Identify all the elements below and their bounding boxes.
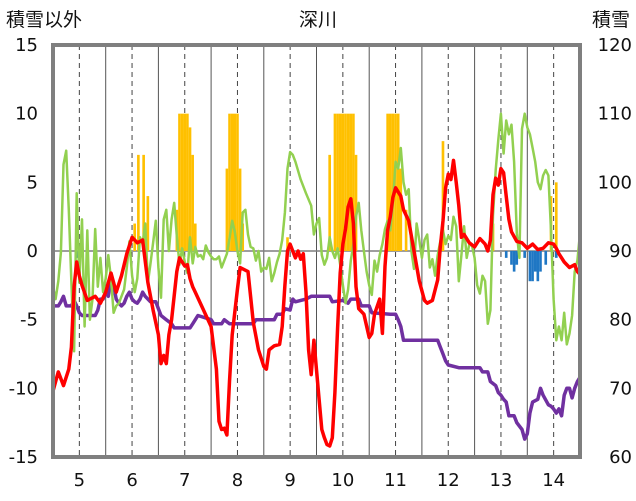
x-tick-label: 11 — [384, 470, 407, 491]
snow-bar — [137, 154, 140, 251]
left-tick-label: -10 — [9, 378, 38, 399]
negative-bar — [539, 251, 542, 272]
snow-bar — [341, 113, 345, 252]
right-tick-label: 90 — [609, 241, 632, 262]
snow-bar — [328, 154, 331, 251]
snow-bar — [191, 154, 194, 251]
snow-bar — [388, 113, 392, 252]
negative-bars — [75, 251, 558, 282]
x-tick-label: 6 — [126, 470, 137, 491]
x-tick-label: 12 — [437, 470, 460, 491]
x-tick-label: 7 — [179, 470, 190, 491]
right-tick-label: 60 — [609, 447, 632, 468]
snow-bar — [236, 113, 239, 252]
series-lines — [51, 112, 582, 448]
snow-bar — [183, 113, 187, 252]
x-tick-label: 13 — [489, 470, 512, 491]
left-tick-label: 10 — [15, 104, 38, 125]
snow-bar — [344, 113, 347, 252]
snow-bar — [441, 141, 445, 251]
snow-bar — [230, 113, 234, 252]
negative-bar — [515, 251, 519, 265]
red-series-line — [51, 158, 582, 448]
left-tick-label: 5 — [27, 172, 38, 193]
snow-bar — [188, 127, 192, 251]
right-axis-title: 積雪 — [592, 9, 630, 31]
negative-bar — [533, 251, 537, 272]
left-tick-label: -5 — [20, 310, 38, 331]
x-tick-label: 10 — [331, 470, 354, 491]
left-axis-title: 積雪以外 — [6, 9, 82, 31]
snow-bar — [193, 223, 197, 251]
right-tick-label: 80 — [609, 310, 632, 331]
snow-bar — [133, 223, 137, 251]
negative-bar — [528, 251, 532, 282]
snow-bar — [399, 168, 403, 251]
right-tick-label: 70 — [609, 378, 632, 399]
snow-bar — [404, 209, 408, 251]
grid-lines — [53, 45, 580, 457]
snow-bar — [286, 237, 289, 251]
left-axis-ticks: -15 -10 -5 0 5 10 15 — [9, 35, 38, 468]
snow-bar — [352, 113, 355, 252]
x-tick-label: 14 — [542, 470, 565, 491]
snow-bar — [241, 223, 245, 251]
snow-bar — [178, 113, 181, 252]
negative-bar — [512, 251, 516, 272]
snow-bar — [180, 113, 184, 252]
chart-title: 深川 — [299, 9, 337, 31]
negative-bar — [510, 251, 513, 265]
negative-bar — [523, 251, 526, 258]
right-tick-label: 110 — [598, 104, 632, 125]
snow-bar — [333, 113, 337, 252]
snow-bar — [338, 113, 342, 252]
snow-bar — [391, 113, 395, 252]
snow-bar — [394, 113, 397, 252]
snow-bar — [346, 113, 350, 252]
left-tick-label: -15 — [9, 447, 38, 468]
right-tick-label: 100 — [598, 172, 632, 193]
right-tick-label: 120 — [598, 35, 632, 56]
snow-bar — [225, 168, 229, 251]
negative-bar — [554, 251, 558, 258]
snow-bar — [336, 113, 339, 252]
snow-bar — [228, 113, 231, 252]
negative-bar — [536, 251, 540, 282]
x-tick-label: 5 — [74, 470, 85, 491]
snow-bar — [396, 113, 400, 252]
snow-bar — [349, 113, 353, 252]
plot-frame — [51, 43, 582, 459]
snow-bar — [142, 154, 145, 251]
x-tick-label: 9 — [284, 470, 295, 491]
right-axis-ticks: 60 70 80 90 100 110 120 — [598, 35, 632, 468]
snow-bar — [186, 113, 189, 252]
snow-bar — [354, 154, 358, 251]
negative-bar — [544, 251, 548, 265]
negative-bar — [531, 251, 534, 282]
snow-bar — [233, 113, 237, 252]
left-tick-label: 0 — [27, 241, 38, 262]
left-tick-label: 15 — [15, 35, 38, 56]
snow-bar — [554, 182, 558, 251]
snow-bar — [386, 113, 389, 252]
negative-bar — [504, 251, 508, 258]
snow-bar — [238, 168, 242, 251]
snow-bars — [133, 113, 558, 252]
snow-bar — [146, 196, 150, 251]
x-axis-ticks: 5 6 7 8 9 10 11 12 13 14 — [74, 470, 565, 491]
x-tick-label: 8 — [232, 470, 243, 491]
